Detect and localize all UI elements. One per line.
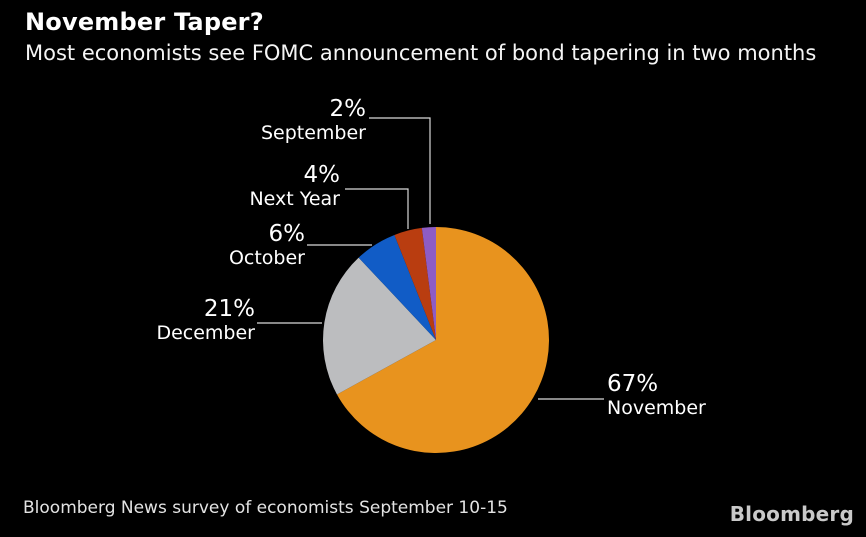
callout-december-pct: 21%	[203, 296, 255, 322]
callout-november-pct: 67%	[607, 371, 659, 397]
callout-october-pct: 6%	[268, 221, 306, 247]
callout-november-name: November	[607, 397, 706, 419]
pie-slice-december	[323, 257, 436, 395]
callout-september: 2% September	[261, 96, 366, 145]
pie-slice-next-year	[394, 227, 436, 340]
bloomberg-logo: Bloomberg	[729, 502, 854, 526]
callout-december: 21% December	[156, 296, 255, 345]
callout-september-name: September	[260, 122, 366, 144]
source-note: Bloomberg News survey of economists Sept…	[23, 498, 508, 518]
callout-next-year-name: Next Year	[249, 188, 340, 210]
callout-december-name: December	[156, 322, 255, 344]
callout-next-year-pct: 4%	[303, 162, 341, 188]
callout-october: 6% October	[229, 221, 305, 270]
callout-next-year: 4% Next Year	[249, 162, 340, 211]
pie-slice-october	[358, 234, 436, 340]
pie-slice-september	[421, 227, 436, 340]
leader-lines	[257, 117, 604, 400]
pie-slices	[323, 227, 550, 454]
leader-line-next-year	[345, 188, 409, 229]
pie-slice-november	[336, 227, 550, 454]
chart-title: November Taper?	[25, 8, 264, 36]
callout-november: 67% November	[607, 371, 706, 420]
chart-subtitle: Most economists see FOMC announcement of…	[25, 41, 817, 65]
leader-line-september	[369, 117, 431, 224]
callout-september-pct: 2%	[329, 96, 367, 122]
callout-october-name: October	[228, 247, 305, 269]
